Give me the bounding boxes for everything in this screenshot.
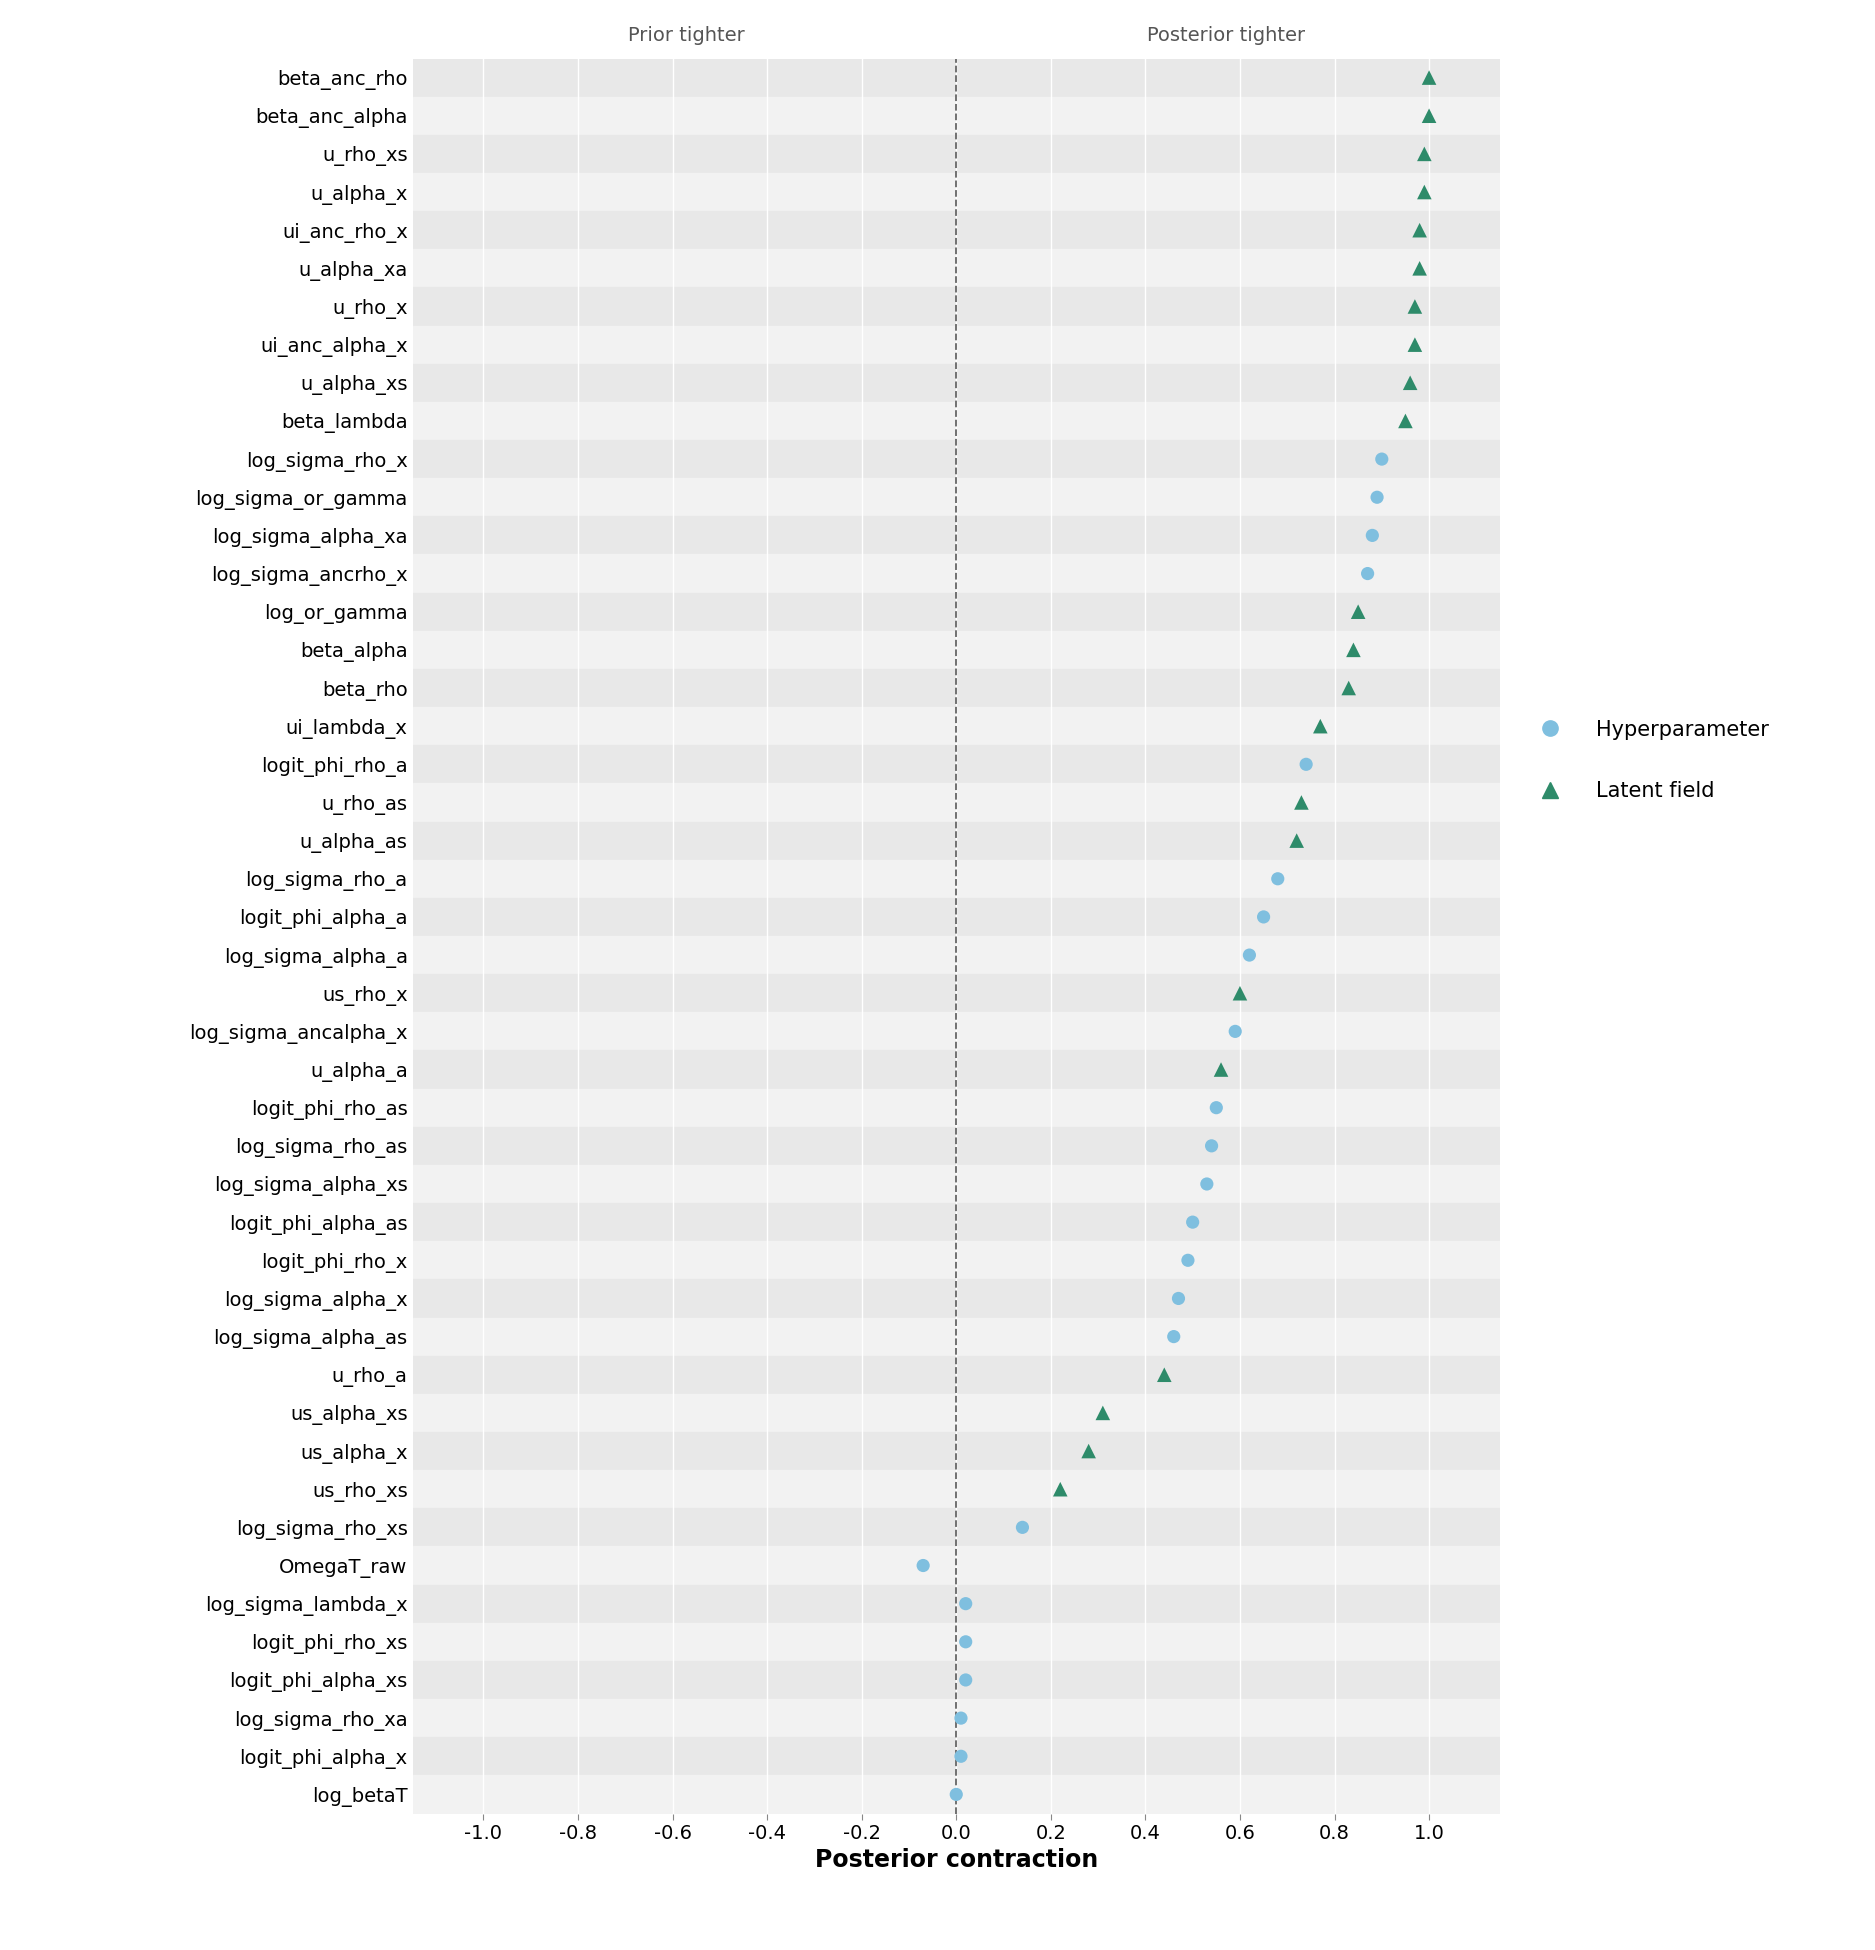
Bar — [412, 1203, 1500, 1242]
Bar — [412, 593, 1500, 630]
Point — [1410, 138, 1440, 170]
Bar — [412, 365, 1500, 402]
Bar — [412, 1470, 1500, 1507]
Point — [951, 1665, 981, 1696]
Point — [1401, 330, 1431, 361]
Bar — [412, 174, 1500, 211]
Bar — [412, 1279, 1500, 1318]
Point — [1367, 443, 1397, 474]
Point — [1196, 1131, 1226, 1162]
Point — [1305, 710, 1335, 741]
Bar — [412, 897, 1500, 936]
Bar — [412, 1431, 1500, 1470]
Bar — [412, 402, 1500, 441]
Point — [908, 1550, 938, 1581]
Bar — [412, 441, 1500, 478]
Point — [1352, 558, 1382, 589]
Bar — [412, 1051, 1500, 1088]
Bar — [412, 630, 1500, 669]
Point — [1361, 482, 1391, 513]
Point — [1074, 1435, 1104, 1466]
Point — [1414, 99, 1444, 131]
Bar — [412, 517, 1500, 554]
Bar — [412, 936, 1500, 975]
Bar — [412, 669, 1500, 708]
Point — [1164, 1283, 1194, 1314]
Bar — [412, 975, 1500, 1012]
Text: Prior tighter: Prior tighter — [628, 25, 744, 45]
Point — [1159, 1320, 1189, 1351]
Point — [1221, 1016, 1251, 1047]
Point — [1149, 1359, 1179, 1390]
Point — [1224, 977, 1254, 1008]
Point — [1339, 634, 1369, 665]
Bar — [412, 1088, 1500, 1127]
Bar — [412, 1737, 1500, 1774]
Point — [1401, 291, 1431, 322]
Point — [1395, 367, 1425, 398]
Bar — [412, 1012, 1500, 1051]
Bar — [412, 326, 1500, 365]
Point — [1404, 214, 1434, 246]
Bar — [412, 1661, 1500, 1698]
Point — [1234, 940, 1264, 971]
Point — [1007, 1511, 1037, 1542]
Bar — [412, 1507, 1500, 1546]
Point — [1192, 1168, 1222, 1199]
Point — [1088, 1398, 1118, 1429]
Point — [951, 1626, 981, 1658]
Bar — [412, 1164, 1500, 1203]
Bar — [412, 708, 1500, 745]
Point — [1202, 1092, 1232, 1123]
Point — [1404, 254, 1434, 285]
Bar — [412, 745, 1500, 784]
Bar — [412, 1585, 1500, 1622]
Bar — [412, 98, 1500, 135]
Bar — [412, 58, 1500, 98]
Bar — [412, 135, 1500, 174]
Bar — [412, 1318, 1500, 1355]
Bar — [412, 211, 1500, 250]
Bar — [412, 250, 1500, 287]
Point — [1262, 864, 1292, 895]
Point — [941, 1778, 971, 1810]
Bar — [412, 1355, 1500, 1394]
Point — [1358, 521, 1388, 552]
Point — [1414, 62, 1444, 94]
Bar — [412, 478, 1500, 517]
Point — [1206, 1053, 1236, 1084]
Bar — [412, 1622, 1500, 1661]
Point — [1292, 749, 1322, 780]
Point — [1178, 1207, 1208, 1238]
Text: Posterior tighter: Posterior tighter — [1148, 25, 1305, 45]
Bar — [412, 860, 1500, 897]
X-axis label: Posterior contraction: Posterior contraction — [814, 1849, 1099, 1872]
Point — [1282, 825, 1312, 856]
Bar — [412, 554, 1500, 593]
Point — [1410, 176, 1440, 207]
Bar — [412, 821, 1500, 860]
Point — [1391, 406, 1421, 437]
Bar — [412, 1127, 1500, 1164]
Bar — [412, 1546, 1500, 1585]
Point — [1249, 901, 1279, 932]
Bar — [412, 784, 1500, 821]
Bar — [412, 1242, 1500, 1279]
Point — [951, 1587, 981, 1618]
Point — [1174, 1244, 1204, 1275]
Point — [1342, 597, 1372, 628]
Point — [947, 1702, 977, 1734]
Bar — [412, 1774, 1500, 1814]
Point — [1286, 788, 1316, 819]
Point — [947, 1741, 977, 1773]
Bar — [412, 1394, 1500, 1431]
Bar — [412, 1698, 1500, 1737]
Point — [1333, 673, 1363, 704]
Legend: Hyperparameter, Latent field: Hyperparameter, Latent field — [1521, 712, 1777, 809]
Bar — [412, 287, 1500, 326]
Point — [1044, 1474, 1074, 1505]
